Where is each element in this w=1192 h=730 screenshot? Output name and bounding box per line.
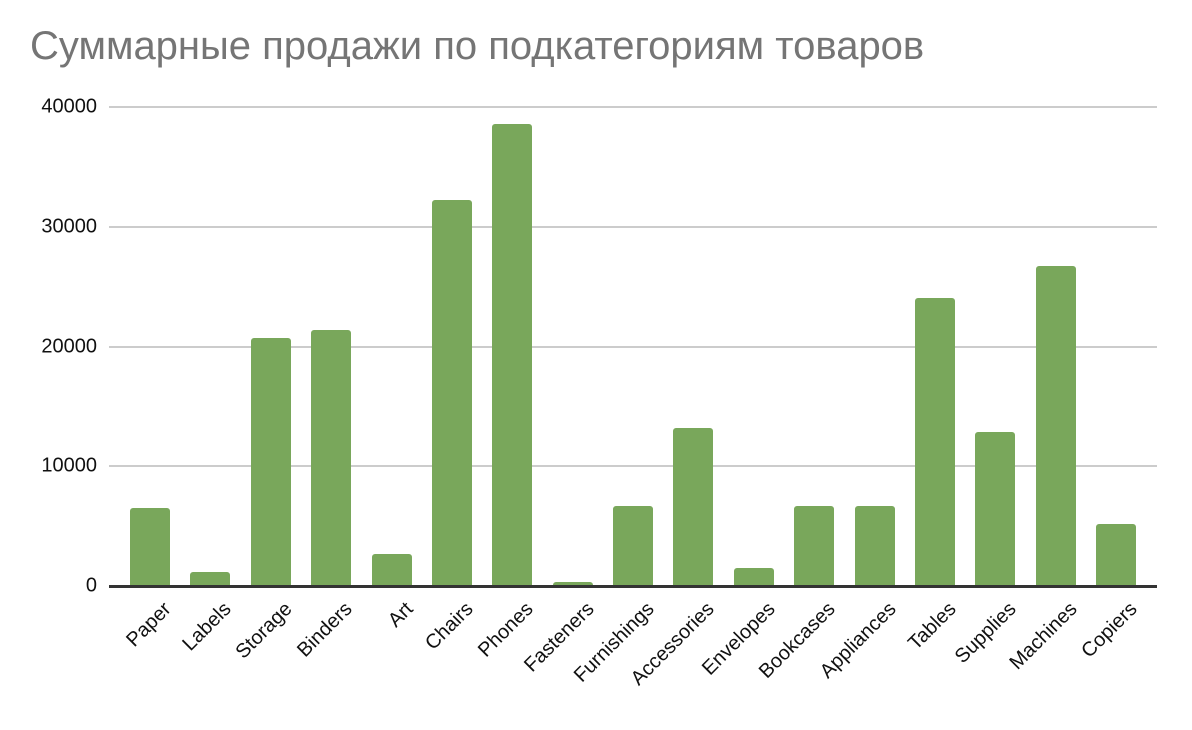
bar-fasteners[interactable]: [552, 582, 593, 586]
gridline: [109, 345, 1157, 348]
y-tick-label: 40000: [41, 95, 97, 118]
bar-supplies[interactable]: [975, 432, 1016, 586]
bar-bookcases[interactable]: [794, 506, 835, 586]
gridline: [109, 465, 1157, 468]
bar-copiers[interactable]: [1096, 523, 1136, 586]
bar-phones[interactable]: [492, 124, 533, 586]
x-tick-label: Tables: [903, 598, 961, 655]
bar-art[interactable]: [371, 554, 412, 586]
gridlines: [109, 106, 1157, 586]
y-tick-label: 10000: [41, 454, 97, 477]
x-tick-label: Storage: [231, 598, 297, 664]
gridline: [109, 225, 1157, 228]
bar-series: [109, 107, 1157, 586]
x-tick-label: Art: [383, 598, 418, 632]
bar-labels[interactable]: [190, 572, 231, 586]
bar-accessories[interactable]: [673, 428, 714, 586]
bar-binders[interactable]: [311, 329, 352, 586]
bar-furnishings[interactable]: [613, 506, 653, 586]
bar-envelopes[interactable]: [733, 568, 774, 586]
x-axis-line: [109, 585, 1157, 588]
gridline: [109, 106, 1157, 108]
bar-machines[interactable]: [1035, 266, 1076, 586]
chart-title: Суммарные продажи по подкатегориям товар…: [30, 24, 925, 68]
x-tick-label: Binders: [293, 598, 357, 662]
bar-chairs[interactable]: [431, 200, 472, 586]
y-tick-label: 20000: [41, 335, 97, 357]
x-tick-label: Paper: [122, 598, 176, 652]
x-tick-label: Labels: [178, 598, 236, 656]
x-tick-label: Chairs: [421, 598, 478, 655]
bar-tables[interactable]: [914, 298, 955, 586]
x-tick-label: Copiers: [1077, 598, 1142, 663]
y-tick-label: 30000: [41, 215, 97, 238]
bar-appliances[interactable]: [854, 506, 895, 586]
y-tick-label: 0: [85, 574, 97, 597]
bar-paper[interactable]: [130, 508, 170, 586]
bar-storage[interactable]: [250, 338, 291, 586]
